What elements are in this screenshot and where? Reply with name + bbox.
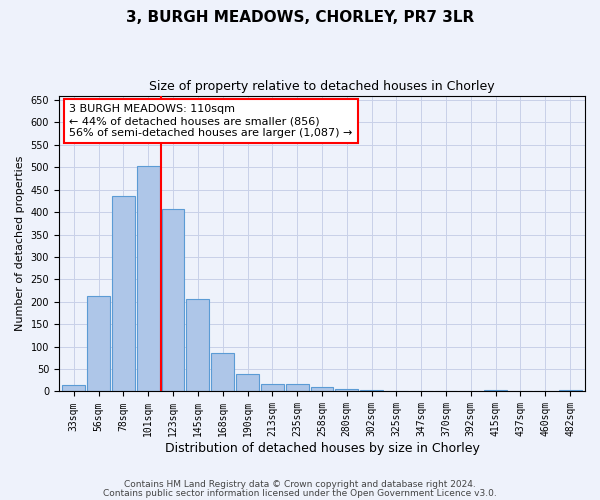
- Bar: [187, 298, 209, 392]
- Bar: [62, 384, 85, 392]
- Bar: [112, 196, 135, 392]
- Bar: [137, 166, 160, 392]
- Text: 3 BURGH MEADOWS: 110sqm
← 44% of detached houses are smaller (856)
56% of semi-d: 3 BURGH MEADOWS: 110sqm ← 44% of detache…: [70, 104, 353, 138]
- Bar: [87, 296, 110, 392]
- Text: Contains HM Land Registry data © Crown copyright and database right 2024.: Contains HM Land Registry data © Crown c…: [124, 480, 476, 489]
- Text: 3, BURGH MEADOWS, CHORLEY, PR7 3LR: 3, BURGH MEADOWS, CHORLEY, PR7 3LR: [126, 10, 474, 25]
- Bar: [261, 384, 284, 392]
- Y-axis label: Number of detached properties: Number of detached properties: [15, 156, 25, 331]
- Bar: [559, 390, 581, 392]
- Bar: [211, 354, 234, 392]
- Bar: [311, 387, 334, 392]
- Bar: [360, 390, 383, 392]
- Title: Size of property relative to detached houses in Chorley: Size of property relative to detached ho…: [149, 80, 495, 93]
- Bar: [286, 384, 308, 392]
- Bar: [161, 208, 184, 392]
- Text: Contains public sector information licensed under the Open Government Licence v3: Contains public sector information licen…: [103, 488, 497, 498]
- Bar: [335, 389, 358, 392]
- Bar: [484, 390, 507, 392]
- Bar: [236, 374, 259, 392]
- X-axis label: Distribution of detached houses by size in Chorley: Distribution of detached houses by size …: [164, 442, 479, 455]
